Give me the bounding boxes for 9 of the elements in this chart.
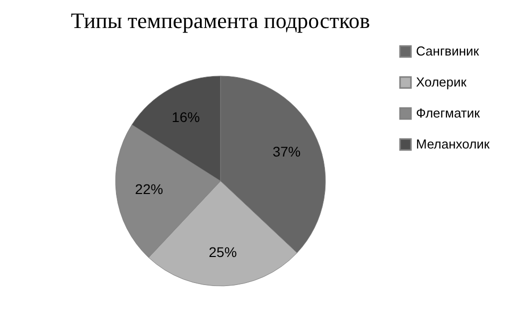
chart-title: Типы темперамента подростков	[70, 8, 370, 33]
legend-label: Флегматик	[416, 106, 480, 120]
legend-label: Меланхолик	[416, 136, 490, 152]
data-label: 37%	[272, 143, 301, 160]
data-label: 25%	[208, 244, 237, 260]
data-label: 16%	[172, 108, 200, 125]
data-label: 22%	[135, 181, 164, 198]
legend-label: Сангвиник	[416, 44, 480, 58]
legend-label: Холерик	[416, 74, 467, 90]
